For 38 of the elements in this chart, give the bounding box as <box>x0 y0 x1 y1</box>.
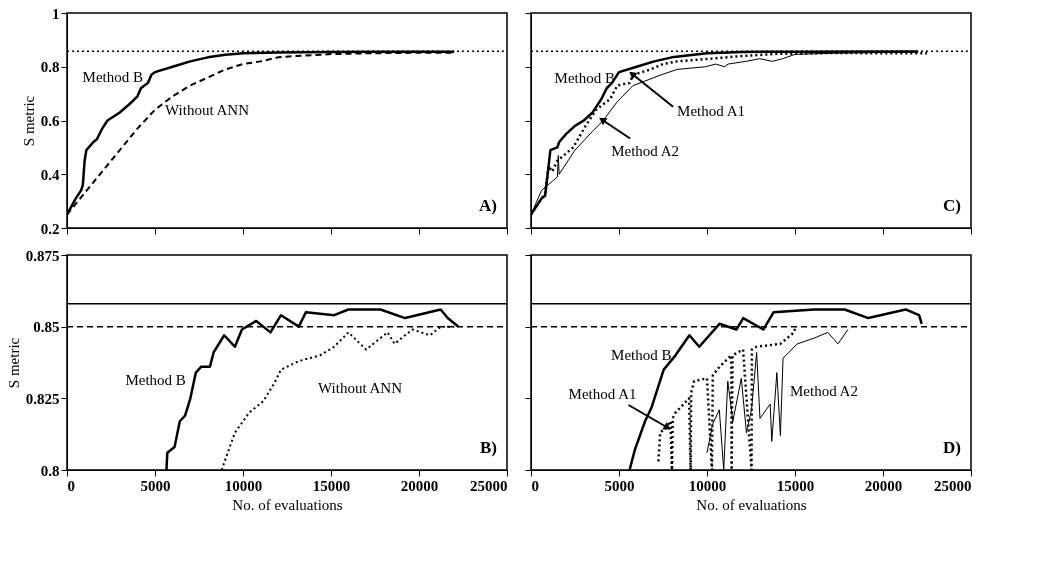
y-axis-title: S metric <box>20 95 37 147</box>
series-label: Method B <box>611 347 672 364</box>
x-tick-label: 15000 <box>312 477 351 494</box>
y-axis-title: S metric <box>5 337 22 389</box>
annotation: B) <box>480 438 497 457</box>
series-label: Method A2 <box>790 383 858 400</box>
y-tick-label: 0.4 <box>40 166 60 183</box>
text: Method A1 <box>677 102 745 119</box>
y-tick-label: 0.8 <box>40 59 60 76</box>
x-tick-label: 10000 <box>224 477 263 494</box>
y-tick-label: 1 <box>52 5 60 22</box>
x-tick-label: 5000 <box>140 477 171 494</box>
y-tick-label: 0.875 <box>25 247 60 264</box>
x-tick-label: 0 <box>67 477 75 494</box>
y-tick-label: 0.8 <box>40 462 60 479</box>
x-tick-label: 10000 <box>688 477 727 494</box>
x-tick-label: 25000 <box>470 477 508 494</box>
series-label: Method B <box>125 371 186 388</box>
y-tick-label: 0.6 <box>40 113 60 129</box>
series-label: Method B <box>82 69 143 86</box>
x-tick-label: 15000 <box>776 477 815 494</box>
annotation: A) <box>479 196 497 215</box>
x-axis-title: No. of evaluations <box>696 496 807 513</box>
x-tick-label: 25000 <box>934 477 972 494</box>
x-tick-label: 20000 <box>864 477 903 494</box>
y-tick-label: 0.2 <box>40 220 60 237</box>
x-axis-title: No. of evaluations <box>232 496 343 513</box>
x-tick-label: 20000 <box>400 477 439 494</box>
series-label: Without ANN <box>318 379 403 396</box>
annotation: C) <box>943 196 961 215</box>
x-tick-label: 5000 <box>604 477 635 494</box>
y-tick-label: 0.825 <box>25 390 60 407</box>
annotation: D) <box>943 438 961 457</box>
y-tick-label: 0.85 <box>33 319 60 336</box>
legend-label: Method A2 <box>611 142 680 159</box>
x-tick-label: 0 <box>531 477 539 494</box>
series-label: Without ANN <box>165 101 250 118</box>
text: Method A1 <box>568 386 637 402</box>
